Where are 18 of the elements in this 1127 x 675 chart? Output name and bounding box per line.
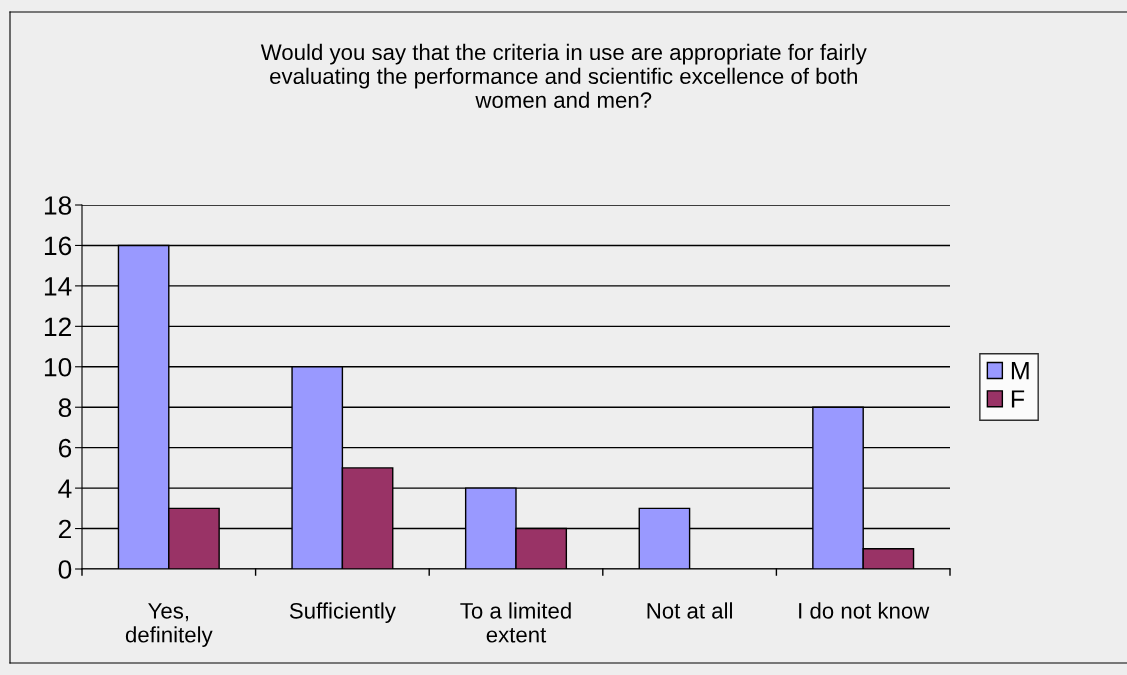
x-tick-label: To a limited extent bbox=[460, 602, 571, 643]
x-tick-label: I do not know bbox=[799, 602, 930, 619]
y-tick-label: 2 bbox=[58, 519, 71, 539]
y-tick-label: 8 bbox=[58, 398, 72, 418]
y-tick-label: 6 bbox=[58, 438, 72, 458]
y-tick-label: 14 bbox=[44, 277, 72, 296]
x-tick-label: Not at all bbox=[647, 602, 732, 619]
chart-title: Would you say that the criteria in use are appropriate for fairly evaluating the performance and scientific excellence of both women and men? bbox=[260, 43, 867, 108]
y-tick-label: 0 bbox=[58, 560, 72, 579]
y-tick-label: 18 bbox=[44, 196, 72, 215]
y-tick-label: 10 bbox=[44, 357, 72, 377]
y-tick-label: 16 bbox=[44, 236, 72, 256]
x-tick-label: Sufficiently bbox=[289, 602, 396, 624]
y-tick-label: 4 bbox=[58, 479, 72, 498]
legend-label: M bbox=[1011, 362, 1029, 380]
legend-label: F bbox=[1011, 390, 1025, 408]
x-tick-label: Yes, definitely bbox=[125, 603, 213, 647]
y-tick-label: 12 bbox=[44, 317, 71, 336]
